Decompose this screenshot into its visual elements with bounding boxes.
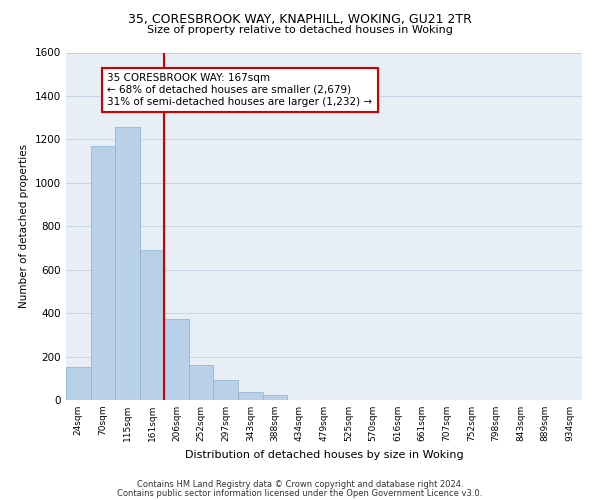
Bar bbox=[189, 365, 214, 400]
Bar bbox=[115, 128, 140, 400]
Y-axis label: Number of detached properties: Number of detached properties bbox=[19, 144, 29, 308]
Text: Size of property relative to detached houses in Woking: Size of property relative to detached ho… bbox=[147, 25, 453, 35]
X-axis label: Distribution of detached houses by size in Woking: Distribution of detached houses by size … bbox=[185, 450, 463, 460]
Bar bbox=[66, 367, 91, 400]
Text: 35 CORESBROOK WAY: 167sqm
← 68% of detached houses are smaller (2,679)
31% of se: 35 CORESBROOK WAY: 167sqm ← 68% of detac… bbox=[107, 74, 373, 106]
Bar bbox=[164, 318, 189, 400]
Bar bbox=[91, 146, 115, 400]
Bar bbox=[238, 392, 263, 400]
Bar bbox=[140, 250, 164, 400]
Text: Contains public sector information licensed under the Open Government Licence v3: Contains public sector information licen… bbox=[118, 489, 482, 498]
Text: Contains HM Land Registry data © Crown copyright and database right 2024.: Contains HM Land Registry data © Crown c… bbox=[137, 480, 463, 489]
Text: 35, CORESBROOK WAY, KNAPHILL, WOKING, GU21 2TR: 35, CORESBROOK WAY, KNAPHILL, WOKING, GU… bbox=[128, 12, 472, 26]
Bar bbox=[263, 395, 287, 400]
Bar bbox=[214, 380, 238, 400]
